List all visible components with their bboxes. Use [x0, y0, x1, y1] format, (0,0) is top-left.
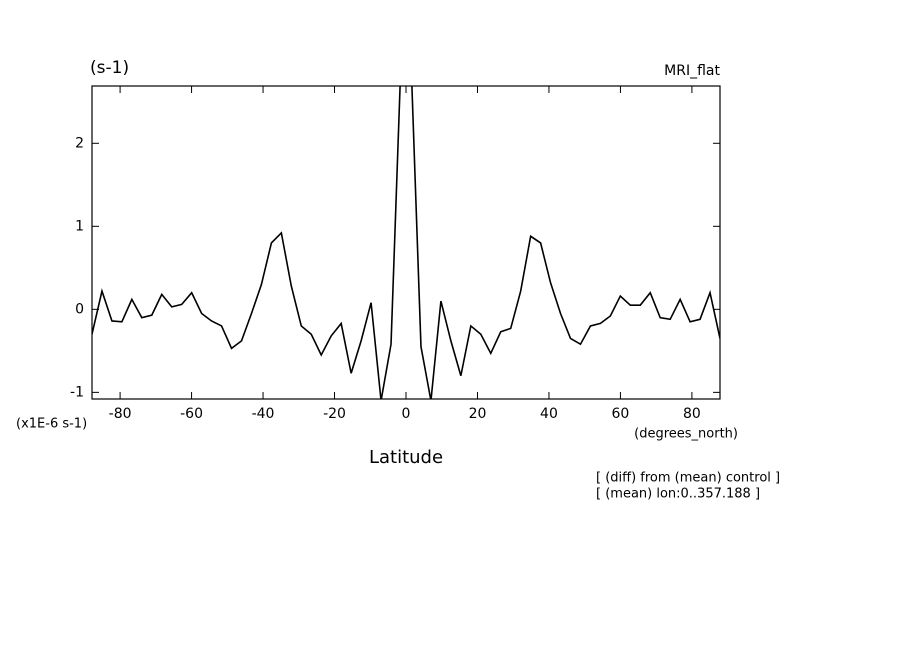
x-tick-label: 60 — [612, 406, 630, 422]
note: [ (mean) lon:0..357.188 ] — [596, 487, 760, 502]
scale-label: (x1E-6 s-1) — [16, 417, 87, 432]
x-tick-label: -60 — [180, 406, 203, 422]
data-line — [92, 86, 720, 399]
x-tick-label: 0 — [402, 406, 411, 422]
y-tick-label: 0 — [75, 301, 84, 317]
x-axis-label: Latitude — [369, 447, 443, 468]
x-tick-label: 20 — [469, 406, 487, 422]
y-tick-label: 1 — [75, 218, 84, 234]
x-tick-label: -80 — [109, 406, 132, 422]
unit-label: (s-1) — [90, 58, 129, 78]
plot-frame — [91, 85, 721, 400]
x-tick-label: -20 — [323, 406, 346, 422]
x-tick-label: -40 — [252, 406, 275, 422]
x-tick-label: 80 — [683, 406, 701, 422]
y-tick-label: -1 — [70, 384, 84, 400]
x-unit-label: (degrees_north) — [634, 427, 738, 442]
y-tick-label: 2 — [75, 135, 84, 151]
chart-title: MRI_flat — [664, 63, 720, 79]
note: [ (diff) from (mean) control ] — [596, 471, 780, 486]
x-tick-label: 40 — [540, 406, 558, 422]
